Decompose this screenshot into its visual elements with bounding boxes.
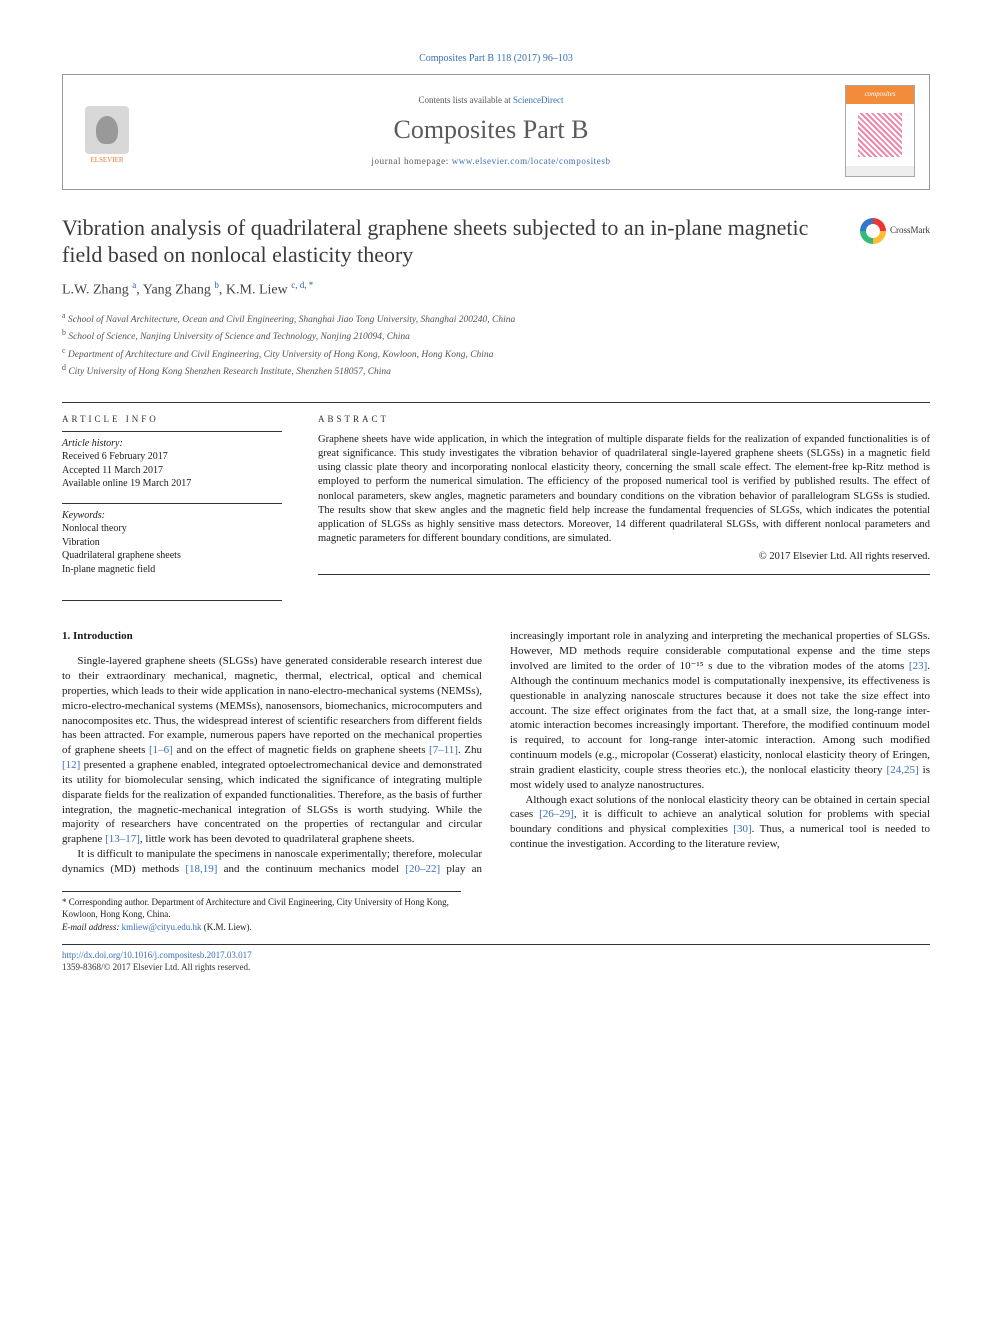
journal-name: Composites Part B — [137, 112, 845, 147]
p1c: . Zhu — [458, 744, 482, 756]
journal-cover-thumb: composites — [845, 85, 915, 177]
elsevier-tree-icon — [85, 106, 129, 154]
elsevier-logo: ELSEVIER — [77, 96, 137, 166]
p1a: Single-layered graphene sheets (SLGSs) h… — [62, 655, 482, 756]
crossmark-label: CrossMark — [890, 224, 930, 236]
history-online: Available online 19 March 2017 — [62, 478, 191, 489]
cover-title: composites — [846, 86, 914, 104]
ref-1-6[interactable]: [1–6] — [149, 744, 173, 756]
affiliations: a School of Naval Architecture, Ocean an… — [62, 310, 930, 380]
corresponding-text: * Corresponding author. Department of Ar… — [62, 896, 461, 921]
history-received: Received 6 February 2017 — [62, 451, 168, 462]
body-text: 1. Introduction Single-layered graphene … — [62, 629, 930, 877]
corresponding-footnote: * Corresponding author. Department of Ar… — [62, 891, 461, 934]
p1e: , little work has been devoted to quadri… — [140, 833, 415, 845]
sciencedirect-link[interactable]: ScienceDirect — [513, 95, 563, 105]
abstract-text: Graphene sheets have wide application, i… — [318, 433, 930, 546]
abstract: ABSTRACT Graphene sheets have wide appli… — [318, 403, 930, 589]
article-title: Vibration analysis of quadrilateral grap… — [62, 214, 846, 269]
homepage-link[interactable]: www.elsevier.com/locate/compositesb — [452, 156, 611, 166]
journal-homepage: journal homepage: www.elsevier.com/locat… — [137, 155, 845, 167]
p1b: and on the effect of magnetic fields on … — [173, 744, 429, 756]
keyword-2: Quadrilateral graphene sheets — [62, 550, 181, 561]
citation-line: Composites Part B 118 (2017) 96–103 — [62, 52, 930, 66]
affiliation-a: School of Naval Architecture, Ocean and … — [68, 315, 515, 325]
history-label: Article history: — [62, 438, 123, 449]
article-info: ARTICLE INFO Article history: Received 6… — [62, 403, 282, 589]
affiliation-d: City University of Hong Kong Shenzhen Re… — [68, 367, 391, 377]
journal-header: ELSEVIER Contents lists available at Sci… — [62, 74, 930, 190]
ref-18-19[interactable]: [18,19] — [185, 863, 217, 875]
contents-available: Contents lists available at ScienceDirec… — [137, 94, 845, 106]
publisher-name: ELSEVIER — [90, 156, 123, 165]
affiliation-c: Department of Architecture and Civil Eng… — [68, 350, 494, 360]
ref-13-17[interactable]: [13–17] — [105, 833, 140, 845]
keyword-3: In-plane magnetic field — [62, 564, 155, 575]
history-accepted: Accepted 11 March 2017 — [62, 465, 163, 476]
doi-link[interactable]: http://dx.doi.org/10.1016/j.compositesb.… — [62, 950, 252, 960]
section-1-heading: 1. Introduction — [62, 629, 482, 644]
ref-12[interactable]: [12] — [62, 759, 80, 771]
footer-bar: http://dx.doi.org/10.1016/j.compositesb.… — [62, 944, 930, 973]
ref-30[interactable]: [30] — [733, 823, 751, 835]
crossmark-icon — [860, 218, 886, 244]
p2b: and the continuum mechanics model — [217, 863, 405, 875]
authors-line: L.W. Zhang a, Yang Zhang b, K.M. Liew c,… — [62, 279, 930, 301]
ref-26-29[interactable]: [26–29] — [539, 808, 574, 820]
cover-pattern-icon — [858, 113, 902, 157]
affiliation-b: School of Science, Nanjing University of… — [68, 333, 410, 343]
email-link[interactable]: kmliew@cityu.edu.hk — [122, 922, 202, 932]
ref-23[interactable]: [23] — [909, 660, 927, 672]
keyword-1: Vibration — [62, 537, 100, 548]
contents-prefix: Contents lists available at — [419, 95, 513, 105]
homepage-prefix: journal homepage: — [371, 156, 451, 166]
keyword-0: Nonlocal theory — [62, 523, 127, 534]
keywords-label: Keywords: — [62, 510, 105, 521]
article-info-heading: ARTICLE INFO — [62, 413, 282, 425]
email-label: E-mail address: — [62, 922, 122, 932]
issn-copyright: 1359-8368/© 2017 Elsevier Ltd. All right… — [62, 961, 930, 973]
ref-24-25[interactable]: [24,25] — [887, 764, 919, 776]
abstract-heading: ABSTRACT — [318, 413, 930, 425]
crossmark-widget[interactable]: CrossMark — [860, 218, 930, 244]
abstract-copyright: © 2017 Elsevier Ltd. All rights reserved… — [318, 550, 930, 564]
email-suffix: (K.M. Liew). — [201, 922, 251, 932]
ref-7-11[interactable]: [7–11] — [429, 744, 458, 756]
p2d: . Although the continuum mechanics model… — [510, 660, 930, 776]
ref-20-22[interactable]: [20–22] — [405, 863, 440, 875]
